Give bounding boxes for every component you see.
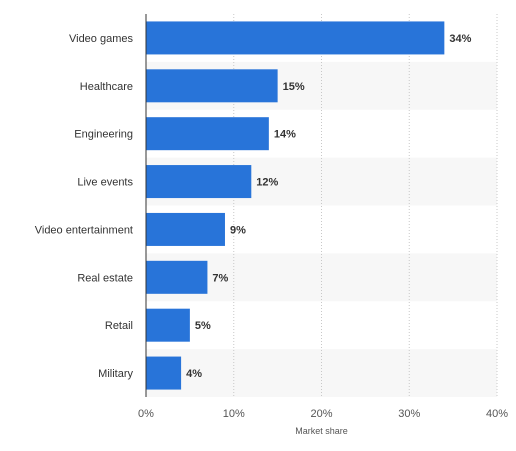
category-bands xyxy=(146,61,497,397)
category-label: Video games xyxy=(69,33,134,45)
category-label: Healthcare xyxy=(80,81,133,93)
value-label: 5% xyxy=(195,320,211,332)
bar[interactable] xyxy=(146,212,225,246)
category-labels: Video games Healthcare Engineering Live eve… xyxy=(35,33,134,380)
value-label: 15% xyxy=(283,81,305,93)
bar[interactable] xyxy=(146,308,190,342)
value-labels: 34% 15% 14% 12% 9% 7% 5% 4% xyxy=(186,33,471,380)
value-label: 12% xyxy=(256,177,278,189)
x-axis-title: Market share xyxy=(295,426,348,436)
value-label: 9% xyxy=(230,224,246,236)
value-label: 7% xyxy=(212,272,228,284)
x-tick-label: 30% xyxy=(398,408,420,420)
value-label: 14% xyxy=(274,129,296,141)
bar[interactable] xyxy=(146,260,208,294)
bar[interactable] xyxy=(146,21,445,55)
bar[interactable] xyxy=(146,356,182,390)
x-tick-labels: 0% 10% 20% 30% 40% xyxy=(138,408,508,420)
x-tick-label: 0% xyxy=(138,408,154,420)
bars xyxy=(146,21,445,390)
bar[interactable] xyxy=(146,69,278,103)
category-label: Video entertainment xyxy=(35,224,133,236)
category-label: Real estate xyxy=(77,272,133,284)
bar[interactable] xyxy=(146,117,269,151)
x-tick-label: 40% xyxy=(486,408,508,420)
x-tick-label: 10% xyxy=(223,408,245,420)
x-tick-label: 20% xyxy=(310,408,332,420)
bar[interactable] xyxy=(146,165,252,199)
category-label: Retail xyxy=(105,320,133,332)
value-label: 4% xyxy=(186,368,202,380)
category-label: Military xyxy=(98,368,133,380)
category-label: Live events xyxy=(77,177,133,189)
category-label: Engineering xyxy=(74,129,133,141)
value-label: 34% xyxy=(449,33,471,45)
